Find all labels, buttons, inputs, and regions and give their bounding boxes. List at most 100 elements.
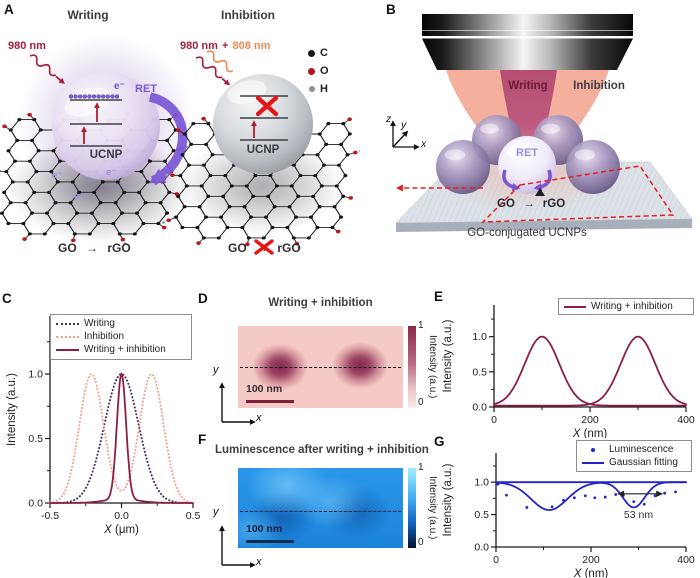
hydrogen-atom-icon: [162, 221, 166, 224]
axis-x-label: x: [421, 138, 427, 150]
colorbar-f: [408, 468, 416, 548]
hydrogen-atom-icon: [309, 86, 315, 92]
inhibition-beam-label: Inhibition: [573, 80, 625, 92]
oxygen-atom-icon: [161, 225, 167, 230]
heatmap-f-title: Luminescence after writing + inhibition: [215, 444, 429, 456]
go-label: GO: [497, 198, 515, 210]
ucnp-label-writing: UCNP: [89, 149, 123, 161]
svg-text:0.0: 0.0: [28, 498, 43, 510]
svg-text:0: 0: [493, 554, 499, 566]
svg-text:400: 400: [677, 414, 695, 426]
ret-arc-icon: [502, 169, 521, 192]
oxygen-atom-icon: [196, 241, 201, 245]
data-point: [562, 498, 565, 502]
axis-x-label: x: [256, 412, 262, 424]
scale-bar: [246, 400, 294, 403]
writing-line-swatch-icon: [56, 322, 79, 325]
arrow-icon: →: [523, 198, 535, 210]
oxygen-atom-icon: [201, 116, 206, 121]
rgo-label: rGO: [277, 241, 301, 255]
panel-b-label: B: [386, 2, 396, 17]
svg-text:0.0: 0.0: [474, 542, 489, 554]
colorbar-d-label: Intensity (a.u.): [427, 335, 438, 399]
svg-text:0.5: 0.5: [186, 510, 201, 522]
laser-squiggle-icon: [29, 54, 65, 85]
oxygen-atom-icon: [352, 150, 358, 155]
electron-label: e⁻: [114, 81, 125, 92]
red-cross-icon: [254, 239, 274, 255]
oxygen-label: O: [320, 65, 329, 77]
atom-legend: C O H: [308, 44, 329, 98]
data-point: [663, 491, 667, 495]
svg-text:1.0: 1.0: [28, 369, 43, 381]
electron-label: e⁻: [74, 191, 85, 202]
colorbar-d-min: 0: [418, 397, 424, 408]
oxygen-atom-icon: [166, 218, 172, 223]
data-series: [49, 372, 194, 504]
scale-bar-label: 100 nm: [246, 383, 283, 395]
data-point: [603, 495, 607, 499]
hydrogen-atom-icon: [123, 242, 127, 245]
data-point: [550, 505, 554, 509]
legend-label: Inhibition: [84, 330, 125, 342]
oxygen-atom-icon: [245, 242, 250, 247]
chart-psf-profiles: -0.5 0.0 0.5 0.0 0.5 1.0 X (μm) Intensity (a.u.…: [2, 292, 204, 576]
svg-text:0: 0: [491, 414, 497, 426]
scan-path-dashed: [481, 165, 675, 223]
legend-label: Writing: [84, 317, 115, 329]
data-series: [493, 335, 687, 407]
oxygen-atom-icon: [348, 196, 354, 200]
carbon-atom-icon: [308, 49, 315, 57]
panel-b-schematic: [390, 14, 693, 232]
data-point: [674, 490, 677, 494]
svg-text:Intensity (a.u.): Intensity (a.u.): [6, 373, 18, 446]
ret-label: RET: [135, 83, 157, 95]
hydrogen-label: H: [320, 83, 328, 95]
data-point: [614, 493, 618, 496]
data-series: [493, 335, 687, 407]
objective-lens: [422, 14, 633, 36]
panel-c-label: C: [2, 291, 12, 306]
scale-bar-label: 100 nm: [246, 523, 283, 535]
legend-entry: Luminescence: [582, 444, 686, 456]
svg-text:0.5: 0.5: [28, 433, 43, 445]
data-point: [496, 482, 500, 486]
carbon-label: C: [320, 47, 328, 59]
hydrogen-atom-icon: [165, 173, 169, 177]
legend-entry: Writing + inhibition: [564, 301, 688, 313]
ret-arc-icon: [533, 169, 552, 192]
data-point: [525, 506, 529, 509]
arrow-icon: →: [86, 241, 99, 255]
panel-e-label: E: [434, 289, 444, 304]
colorbar-f-min: 0: [418, 537, 424, 548]
svg-text:400: 400: [677, 554, 695, 566]
writing-inhibition-line-swatch-icon: [564, 306, 586, 308]
panel-g-label: G: [434, 434, 445, 449]
data-point: [632, 500, 636, 504]
legend-label: Luminescence: [609, 443, 674, 455]
go-rgo-writing: GO → rGO: [58, 241, 131, 255]
substrate-caption: GO-conjugated UCNPs: [467, 227, 587, 239]
rgo-label: rGO: [107, 241, 131, 255]
blocked-cross-icon: [255, 95, 279, 117]
axis-x-label: x: [256, 556, 262, 568]
laser-squiggle-icon: [206, 50, 234, 73]
axis-y-label: y: [401, 119, 407, 131]
laser-squiggle-icon: [195, 56, 231, 86]
colorbar-f-max: 1: [418, 462, 424, 473]
svg-text:53 nm: 53 nm: [624, 509, 653, 521]
xy-axes-f: [219, 525, 256, 568]
legend-label: Gaussian fitting: [609, 456, 678, 468]
svg-text:0.5: 0.5: [472, 366, 487, 378]
scale-bar: [246, 540, 294, 543]
axis-y-label: y: [213, 506, 219, 518]
laser-980-label: 980 nm: [180, 40, 218, 52]
go-label: GO: [58, 241, 77, 255]
up-triangle-icon: [535, 188, 545, 196]
heatmap-luminescence: 100 nm: [238, 468, 403, 548]
oxygen-atom-icon: [2, 124, 7, 129]
writing-title: Writing: [67, 8, 109, 22]
electron-label: e⁻: [106, 167, 117, 178]
panel-d-label: D: [198, 291, 208, 306]
